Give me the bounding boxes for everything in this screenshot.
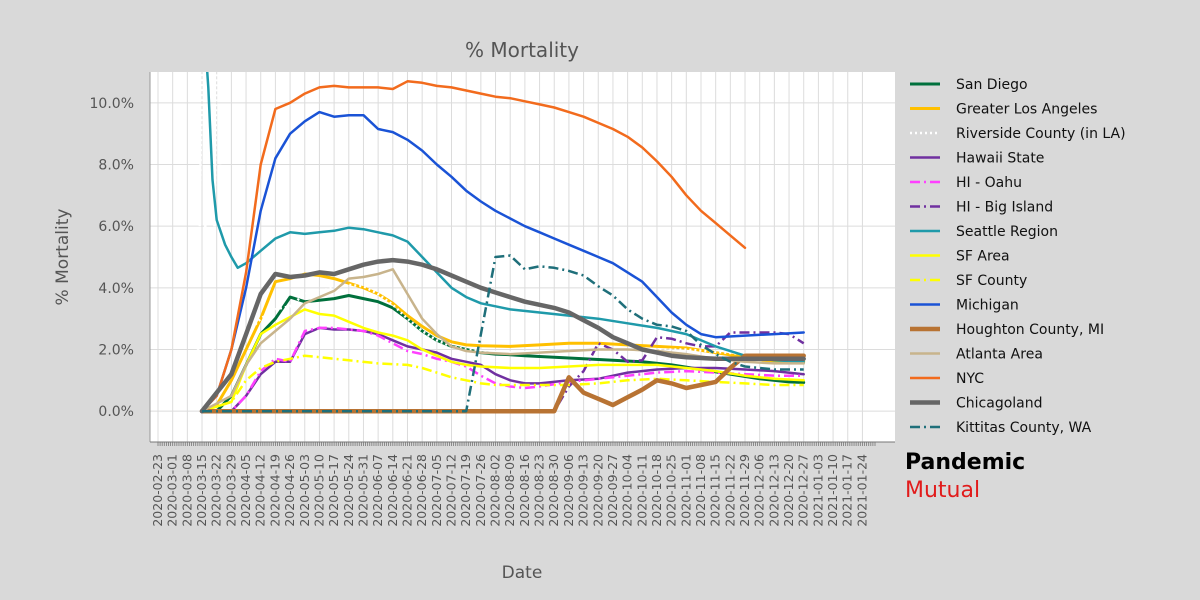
x-tick-label: 2020-10-04 — [620, 454, 635, 527]
x-axis-label: Date — [502, 563, 543, 583]
x-tick-label: 2020-06-14 — [385, 454, 400, 527]
x-tick-label: 2020-06-07 — [370, 454, 385, 527]
series-line-seattle-region — [205, 72, 805, 364]
x-tick-label: 2020-02-23 — [150, 454, 165, 527]
x-tick-label: 2020-11-29 — [737, 454, 752, 527]
x-tick-label: 2020-06-21 — [399, 454, 414, 527]
legend-label: Hawaii State — [956, 151, 1044, 167]
x-tick-label: 2020-12-13 — [766, 454, 781, 527]
x-tick-label: 2020-07-19 — [458, 454, 473, 527]
legend-label: SF Area — [956, 249, 1010, 265]
x-tick-label: 2020-09-20 — [590, 454, 605, 527]
x-tick-label: 2020-11-08 — [693, 454, 708, 527]
series-line-chicagoland — [199, 257, 806, 414]
y-tick-label: 6.0% — [98, 219, 134, 235]
x-tick-label: 2020-12-06 — [752, 454, 767, 527]
x-tick-label: 2020-03-08 — [179, 454, 194, 527]
x-tick-label: 2020-04-26 — [282, 454, 297, 527]
plot-area — [150, 72, 895, 442]
series-line-nyc — [200, 80, 747, 413]
x-tick-label: 2020-05-24 — [341, 454, 356, 527]
x-tick-label: 2020-04-12 — [253, 454, 268, 527]
x-tick-label: 2020-07-05 — [429, 454, 444, 527]
x-tick-label: 2020-04-19 — [267, 454, 282, 527]
x-tick-label: 2020-11-15 — [708, 454, 723, 527]
x-tick-label: 2020-08-02 — [488, 454, 503, 527]
legend-label: Greater Los Angeles — [956, 102, 1097, 118]
x-tick-label: 2020-05-17 — [326, 454, 341, 527]
legend-label: NYC — [956, 371, 984, 387]
x-tick-label: 2020-09-13 — [576, 454, 591, 527]
x-tick-label: 2020-11-22 — [722, 454, 737, 527]
x-tick-label: 2020-12-27 — [796, 454, 811, 527]
x-tick-label: 2020-09-06 — [561, 454, 576, 527]
axes: 0.0%2.0%4.0%6.0%8.0%10.0%2020-02-23 2020-… — [90, 72, 895, 527]
x-tick-label: 2020-08-23 — [532, 454, 547, 527]
legend-label: Michigan — [956, 298, 1019, 314]
series-lines — [196, 72, 806, 414]
brand-mutual: Mutual — [905, 478, 981, 503]
series-line-greater-los-angeles — [200, 272, 806, 413]
x-tick-label: 2020-05-31 — [355, 454, 370, 527]
x-tick-label: 2020-05-10 — [311, 454, 326, 527]
x-tick-label: 2020-08-30 — [546, 454, 561, 527]
y-tick-label: 10.0% — [90, 96, 134, 112]
x-tick-label: 2020-10-25 — [664, 454, 679, 527]
x-tick-label: 2020-03-01 — [165, 454, 180, 527]
x-tick-label: 2020-03-15 — [194, 454, 209, 527]
x-tick-label: 2020-08-16 — [517, 454, 532, 527]
x-tick-label: 2020-11-01 — [678, 454, 693, 527]
legend-label: Atlanta Area — [956, 347, 1043, 363]
series-line-hi-oahu — [202, 326, 804, 413]
brand-pandemic: Pandemic — [905, 450, 1026, 475]
x-tick-label: 2021-01-17 — [840, 454, 855, 527]
legend-label: Chicagoland — [956, 396, 1043, 412]
x-tick-label: 2020-04-05 — [238, 454, 253, 527]
x-tick-label: 2020-06-28 — [414, 454, 429, 527]
x-tick-label: 2021-01-24 — [854, 454, 869, 527]
y-axis-label: % Mortality — [53, 209, 73, 306]
x-tick-label: 2020-12-20 — [781, 454, 796, 527]
series-line-sf-area — [200, 308, 805, 413]
x-tick-label: 2020-10-18 — [649, 454, 664, 527]
x-tick-label: 2020-07-12 — [444, 454, 459, 527]
x-tick-label: 2020-07-26 — [473, 454, 488, 527]
y-tick-label: 2.0% — [98, 343, 134, 359]
legend-label: Seattle Region — [956, 224, 1058, 240]
legend-label: San Diego — [956, 77, 1028, 93]
legend-label: Houghton County, MI — [956, 322, 1104, 338]
series-line-michigan — [200, 110, 805, 413]
x-tick-label: 2021-01-03 — [810, 454, 825, 527]
y-tick-label: 8.0% — [98, 158, 134, 174]
chart-title: % Mortality — [465, 38, 579, 62]
y-tick-label: 0.0% — [98, 404, 134, 420]
x-tick-label: 2020-10-11 — [634, 454, 649, 527]
legend-label: Kittitas County, WA — [956, 420, 1092, 436]
legend-label: HI - Oahu — [956, 175, 1022, 191]
legend: San Diego Greater Los Angeles Riverside Co… — [910, 77, 1126, 436]
x-tick-label: 2020-05-03 — [297, 454, 312, 527]
x-tick-label: 2020-03-29 — [223, 454, 238, 527]
x-tick-label: 2020-08-09 — [502, 454, 517, 527]
legend-label: HI - Big Island — [956, 200, 1053, 216]
series-line-riverside-county-in-la — [196, 72, 804, 382]
x-tick-label: 2021-01-10 — [825, 454, 840, 527]
y-tick-label: 4.0% — [98, 281, 134, 297]
legend-label: SF County — [956, 273, 1027, 289]
x-tick-label: 2020-09-27 — [605, 454, 620, 527]
x-tick-label: 2020-03-22 — [209, 454, 224, 527]
legend-label: Riverside County (in LA) — [956, 126, 1126, 142]
